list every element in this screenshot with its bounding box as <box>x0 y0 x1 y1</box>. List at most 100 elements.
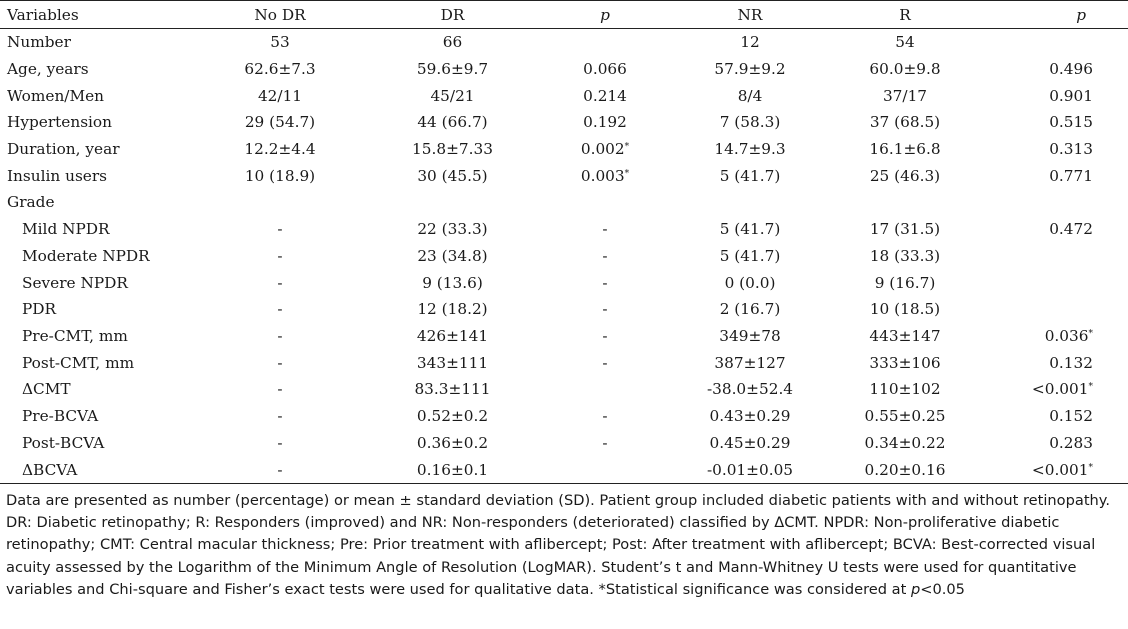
cell-r-value: 333±106 <box>869 353 941 372</box>
table-row: Pre-CMT, mm - 426±141 - 349±78 443±147 0.036* <box>0 323 1128 350</box>
cell-r-value: 16.1±6.8 <box>869 140 941 159</box>
cell-nr: -38.0±52.4 <box>675 376 825 403</box>
cell-no-dr: 42/11 <box>190 82 370 109</box>
cell-nr-value: 14.7±9.3 <box>714 140 786 159</box>
cell-no-dr: - <box>190 403 370 430</box>
significance-marker: * <box>1088 328 1094 339</box>
cell-no-dr-value: 53 <box>270 33 290 52</box>
footnote-p-symbol: p <box>910 580 921 598</box>
footnote-text: Data are presented as number (percentage… <box>6 492 1110 598</box>
row-label-value: Duration, year <box>7 140 120 159</box>
cell-nr: 5 (41.7) <box>675 243 825 270</box>
cell-dr-value: 0.52±0.2 <box>416 406 489 425</box>
cell-nr-value: 387±127 <box>714 353 786 372</box>
cell-no-dr: - <box>190 323 370 350</box>
cell-nr: 0.43±0.29 <box>675 403 825 430</box>
data-table: Variables No DR DR p NR R p Number 53 66 12… <box>0 0 1128 484</box>
cell-r-value: 60.0±9.8 <box>869 60 941 79</box>
row-label-value: Severe NPDR <box>22 273 128 292</box>
table-row: Severe NPDR - 9 (13.6) - 0 (0.0) 9 (16.7) <box>0 269 1128 296</box>
cell-no-dr-value: 62.6±7.3 <box>244 60 316 79</box>
cell-p-response: 0.771 <box>985 162 1128 189</box>
row-label-value: Women/Men <box>7 86 105 105</box>
cell-p-dr-value: 0.003 <box>580 166 625 185</box>
row-label-value: ΔCMT <box>22 380 71 399</box>
cell-p-dr-value: - <box>602 326 608 345</box>
cell-p-dr <box>535 189 675 216</box>
row-label-value: Hypertension <box>7 113 112 132</box>
cell-no-dr-value: - <box>277 433 283 452</box>
cell-p-response: 0.496 <box>985 56 1128 83</box>
cell-no-dr-value: - <box>277 460 283 479</box>
cell-dr-value: 66 <box>442 33 463 52</box>
cell-dr-value: 22 (33.3) <box>417 220 488 239</box>
cell-dr: 0.16±0.1 <box>370 456 535 484</box>
row-label: Women/Men <box>0 82 190 109</box>
header-variables: Variables <box>0 0 190 29</box>
cell-dr-value: 59.6±9.7 <box>416 60 489 79</box>
row-label-value: Pre-CMT, mm <box>22 326 128 345</box>
header-p-dr: p <box>535 0 675 29</box>
cell-nr-value: 0 (0.0) <box>724 273 776 292</box>
cell-p-dr: 0.003* <box>535 162 675 189</box>
table-row: Women/Men 42/11 45/21 0.214 8/4 37/17 0.901 <box>0 82 1128 109</box>
cell-p-response: <0.001* <box>985 376 1128 403</box>
cell-r: 37/17 <box>825 82 985 109</box>
row-label: Age, years <box>0 56 190 83</box>
cell-p-dr: - <box>535 216 675 243</box>
cell-r-value: 0.55±0.25 <box>864 406 946 425</box>
table-row: Post-CMT, mm - 343±111 - 387±127 333±106 0.132 <box>0 349 1128 376</box>
cell-dr-value: 9 (13.6) <box>422 273 483 292</box>
cell-dr: 343±111 <box>370 349 535 376</box>
cell-r-value: 9 (16.7) <box>874 273 936 292</box>
cell-r-value: 25 (46.3) <box>869 166 941 185</box>
cell-no-dr: - <box>190 456 370 484</box>
cell-r: 54 <box>825 29 985 56</box>
table-row: ΔBCVA - 0.16±0.1 -0.01±0.05 0.20±0.16 <0.001* <box>0 456 1128 484</box>
row-label-value: Age, years <box>7 60 89 79</box>
row-label: Pre-CMT, mm <box>0 323 190 350</box>
cell-r: 9 (16.7) <box>825 269 985 296</box>
table-header: Variables No DR DR p NR R p <box>0 0 1128 29</box>
cell-no-dr-value: - <box>277 300 283 319</box>
cell-no-dr-value: - <box>277 220 283 239</box>
cell-r-value: 110±102 <box>869 380 941 399</box>
cell-r: 0.20±0.16 <box>825 456 985 484</box>
cell-nr-value: -0.01±0.05 <box>706 460 794 479</box>
cell-r-value: 0.34±0.22 <box>864 433 946 452</box>
cell-dr: 9 (13.6) <box>370 269 535 296</box>
cell-r <box>825 189 985 216</box>
header-no-dr: No DR <box>190 0 370 29</box>
row-label: Moderate NPDR <box>0 243 190 270</box>
cell-nr: -0.01±0.05 <box>675 456 825 484</box>
cell-dr: 83.3±111 <box>370 376 535 403</box>
cell-dr: 44 (66.7) <box>370 109 535 136</box>
cell-r: 16.1±6.8 <box>825 136 985 163</box>
row-label: Severe NPDR <box>0 269 190 296</box>
cell-no-dr-value: 12.2±4.4 <box>244 140 316 159</box>
cell-no-dr: 12.2±4.4 <box>190 136 370 163</box>
cell-p-response <box>985 29 1128 56</box>
table-row: Number 53 66 12 54 <box>0 29 1128 56</box>
cell-p-response-value: 0.901 <box>1049 86 1093 105</box>
cell-p-dr-value: - <box>602 406 608 425</box>
cell-p-response: 0.313 <box>985 136 1128 163</box>
cell-nr-value: 7 (58.3) <box>719 113 781 132</box>
cell-p-response: 0.472 <box>985 216 1128 243</box>
cell-p-dr: 0.066 <box>535 56 675 83</box>
cell-nr-value: 12 <box>740 33 760 52</box>
row-label: Post-CMT, mm <box>0 349 190 376</box>
cell-nr: 14.7±9.3 <box>675 136 825 163</box>
cell-dr-value: 30 (45.5) <box>417 166 488 185</box>
cell-nr: 8/4 <box>675 82 825 109</box>
cell-p-dr-value: 0.002 <box>580 140 625 159</box>
cell-dr-value: 23 (34.8) <box>417 246 488 265</box>
row-label-value: Insulin users <box>7 166 108 185</box>
cell-nr-value: 5 (41.7) <box>719 246 781 265</box>
cell-nr: 57.9±9.2 <box>675 56 825 83</box>
cell-nr-value: 0.45±0.29 <box>709 433 791 452</box>
cell-p-dr: - <box>535 269 675 296</box>
cell-p-response-value: 0.313 <box>1049 140 1093 159</box>
table-row: Grade <box>0 189 1128 216</box>
cell-dr: 66 <box>370 29 535 56</box>
